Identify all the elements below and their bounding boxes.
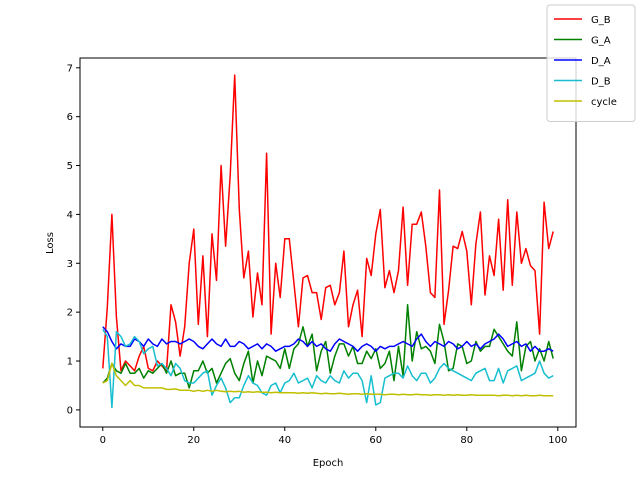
series-line-g-b (102, 74, 554, 372)
x-axis-ticks: 0 20 40 60 80 100 (100, 427, 567, 446)
y-tick-label: 1 (67, 357, 73, 368)
axes-frame (79, 57, 577, 428)
legend-label: D_B (591, 77, 611, 88)
y-tick-label: 7 (67, 63, 73, 74)
y-tick-label: 3 (67, 259, 73, 270)
legend-label: D_A (591, 56, 611, 67)
y-axis-ticks: 0 1 2 3 4 5 6 7 (67, 63, 80, 416)
y-axis-label: Loss (45, 232, 56, 254)
x-tick-label: 60 (369, 435, 382, 446)
legend-label: G_B (591, 15, 611, 26)
x-tick-label: 80 (460, 435, 473, 446)
series-line-d-b (102, 328, 554, 409)
x-tick-label: 0 (100, 435, 106, 446)
legend-box (546, 4, 636, 122)
series-lines (102, 74, 554, 409)
x-axis-label: Epoch (313, 458, 344, 469)
y-tick-label: 4 (67, 210, 73, 221)
y-tick-label: 0 (67, 405, 73, 416)
x-tick-label: 40 (278, 435, 291, 446)
series-line-cycle (102, 362, 554, 397)
legend-label: cycle (591, 97, 617, 108)
series-line-d-a (102, 326, 554, 352)
x-tick-label: 100 (548, 435, 567, 446)
y-tick-label: 2 (67, 308, 73, 319)
y-tick-label: 6 (67, 112, 73, 123)
legend-label: G_A (591, 36, 611, 47)
x-tick-label: 20 (187, 435, 200, 446)
y-tick-label: 5 (67, 161, 73, 172)
